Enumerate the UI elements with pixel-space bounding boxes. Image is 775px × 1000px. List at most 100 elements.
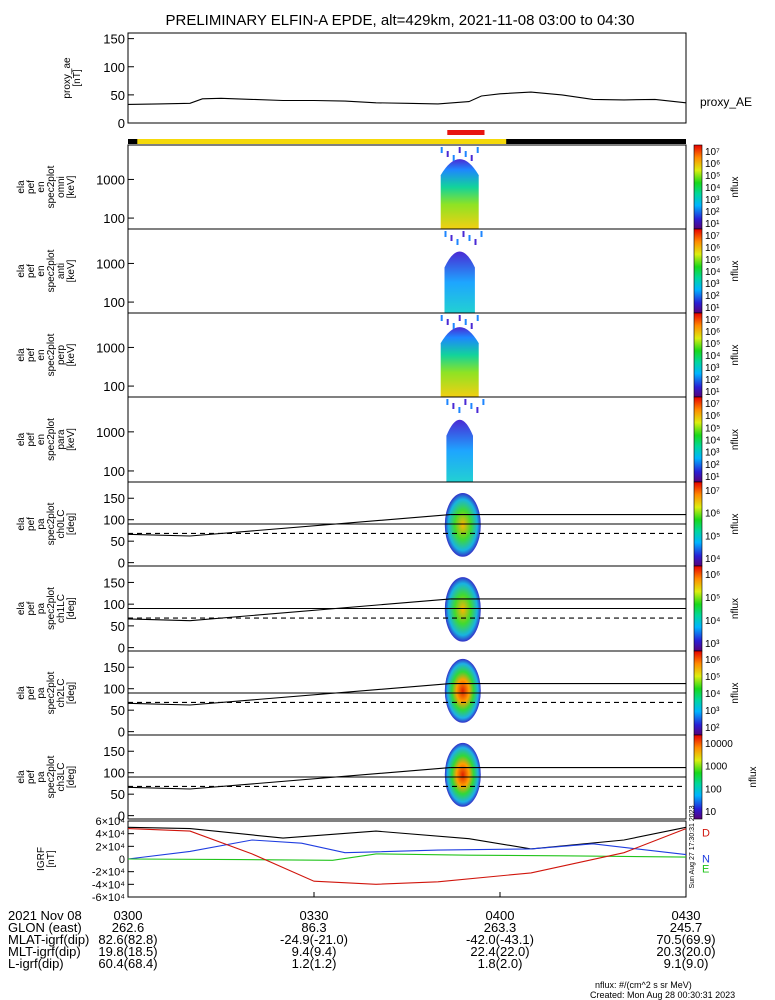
tick-label: 1000 <box>96 256 125 271</box>
ephemeris-value: 70.5(69.9) <box>656 932 715 947</box>
colorbar-tick-label: 10³ <box>705 363 720 374</box>
spectrogram-noise-pixel <box>474 239 477 245</box>
spectrogram-noise-pixel <box>476 315 479 321</box>
colorbar-tick-label: 10⁴ <box>705 554 720 565</box>
tick-label: 4×10⁴ <box>95 829 125 841</box>
proxy-ae-axis-label: proxy_ae [nT] <box>62 57 83 99</box>
ephemeris-value: 1.8(2.0) <box>478 956 523 971</box>
colorbar-tick-label: 10¹ <box>705 387 720 398</box>
igrf-blue-line <box>127 839 687 860</box>
colorbar-tick-label: 10² <box>705 207 720 218</box>
spectrogram-flux-region <box>440 159 479 229</box>
tick-label: -6×10⁴ <box>92 892 125 904</box>
y-axis-label-line: spec2plot <box>46 165 57 208</box>
science-zone-bar <box>447 130 485 135</box>
tick-label: 1000 <box>96 172 125 187</box>
ephemeris-value: 0430 <box>672 908 701 923</box>
spectrogram-axis-label: ela pef en spec2plot perp [keV] <box>16 333 77 376</box>
y-axis-label-line: pef <box>26 180 37 194</box>
y-axis-label-line: [keV] <box>66 343 77 366</box>
tick-label: 6×10⁴ <box>95 816 125 828</box>
tick-label: 0 <box>118 809 125 824</box>
colorbar-tick-label: 10³ <box>705 279 720 290</box>
units-note: nflux: #/(cm^2 s sr MeV) <box>595 980 692 990</box>
tick-label: 50 <box>111 703 125 718</box>
ephemeris-row-label: MLT-igrf(dip) <box>8 944 81 959</box>
colorbar-tick-label: 10³ <box>705 706 720 717</box>
spectrogram-noise-pixel <box>464 399 467 405</box>
tick-label: 150 <box>103 660 125 675</box>
colorbar-tick-label: 10⁶ <box>705 570 720 581</box>
y-axis-label-line: ela <box>16 686 27 700</box>
y-axis-label-line: pef <box>26 517 37 531</box>
y-axis-label-line: spec2plot <box>46 502 57 545</box>
colorbar-tick-label: 1000 <box>705 762 728 773</box>
spectrogram-frame <box>127 312 687 398</box>
y-axis-label-line: pef <box>26 770 37 784</box>
colorbar-tick-label: 10000 <box>705 739 733 750</box>
colorbar <box>693 481 703 567</box>
tick-label: 150 <box>103 32 125 47</box>
ephemeris-value: 82.6(82.8) <box>98 932 157 947</box>
spectrogram-frame <box>127 228 687 314</box>
pitch-angle-axis-label: ela pef pa spec2plot ch2LC [deg] <box>16 671 77 714</box>
y-axis-label-line: spec2plot <box>46 587 57 630</box>
ephemeris-value: 245.7 <box>670 920 703 935</box>
spectrogram-noise-pixel <box>452 155 455 161</box>
colorbar-label: nflux <box>730 598 741 619</box>
y-axis-label-line: spec2plot <box>46 755 57 798</box>
proxy-ae-legend: proxy_AE <box>700 95 752 109</box>
proxy-ae-frame <box>127 32 687 124</box>
tick-label: 0 <box>118 556 125 571</box>
y-axis-label-line: IGRF <box>36 847 47 871</box>
y-axis-label-line: ela <box>16 601 27 615</box>
colorbar-tick-label: 10² <box>705 723 720 734</box>
ephemeris-value: 22.4(22.0) <box>470 944 529 959</box>
y-axis-label-line: pa <box>36 771 47 783</box>
colorbar-tick-label: 10⁶ <box>705 327 720 338</box>
y-axis-label-line: spec2plot <box>46 671 57 714</box>
y-axis-label-line: ela <box>16 432 27 446</box>
igrf-black-line <box>127 826 687 850</box>
tick-label: 0 <box>118 725 125 740</box>
colorbar-tick-label: 10⁵ <box>705 531 720 542</box>
ephemeris-value: 19.8(18.5) <box>98 944 157 959</box>
y-axis-label-line: [deg] <box>66 597 77 619</box>
colorbar-tick-label: 10⁷ <box>705 399 720 410</box>
y-axis-label-line: [nT] <box>46 850 57 867</box>
y-axis-label-line: pef <box>26 264 37 278</box>
tick-label: 0 <box>118 641 125 656</box>
igrf-legend-d: D <box>702 828 710 840</box>
loss-cone-line <box>127 683 451 706</box>
pitch-angle-axis-label: ela pef pa spec2plot ch3LC [deg] <box>16 755 77 798</box>
ephemeris-value: 0330 <box>300 908 329 923</box>
spectrogram-noise-pixel <box>458 407 461 413</box>
y-axis-label-line: pef <box>26 601 37 615</box>
colorbar-tick-label: 10⁷ <box>705 315 720 326</box>
y-axis-label-line: omni <box>56 176 67 198</box>
spectrogram-noise-pixel <box>450 235 453 241</box>
y-axis-label-line: spec2plot <box>46 418 57 461</box>
y-axis-label-line: pa <box>36 687 47 699</box>
colorbar-tick-label: 10² <box>705 375 720 386</box>
pitch-angle-flux-region <box>444 742 481 807</box>
tick-label: 0 <box>118 116 125 131</box>
colorbar-tick-label: 10⁷ <box>705 486 720 497</box>
figure-title: PRELIMINARY ELFIN-A EPDE, alt=429km, 202… <box>165 12 634 29</box>
y-axis-label-line: ch3LC <box>56 763 67 792</box>
y-axis-label-line: ela <box>16 348 27 362</box>
tick-label: 100 <box>103 513 125 528</box>
spectrogram-flux-region <box>440 327 479 397</box>
y-axis-label-line: pef <box>26 686 37 700</box>
tick-label: 2×10⁴ <box>95 841 125 853</box>
y-axis-label-line: en <box>36 349 47 360</box>
tick-label: 50 <box>111 88 125 103</box>
y-axis-label-line: pef <box>26 432 37 446</box>
tick-label: 50 <box>111 534 125 549</box>
spectrogram-noise-pixel <box>480 231 483 237</box>
tick-label: 1000 <box>96 425 125 440</box>
colorbar-tick-label: 10⁵ <box>705 672 720 683</box>
spectrogram-axis-label: ela pef en spec2plot para [keV] <box>16 418 77 461</box>
colorbar-tick-label: 10³ <box>705 195 720 206</box>
